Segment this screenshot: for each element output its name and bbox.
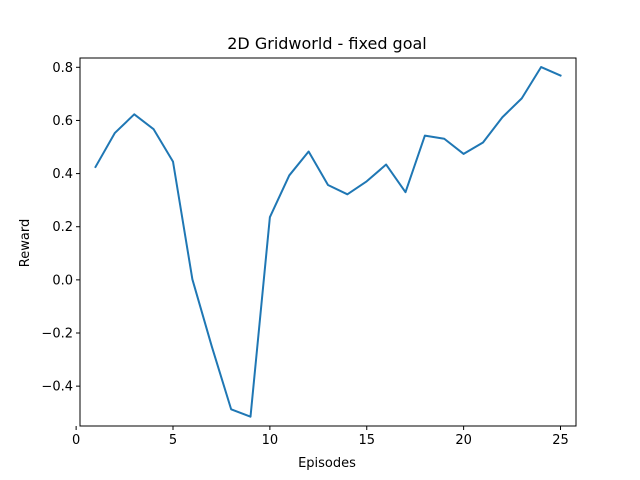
x-axis-label: Episodes	[298, 456, 356, 471]
y-tick-label: 0.0	[52, 273, 73, 288]
data-point	[405, 191, 407, 193]
y-tick-label: 0.8	[52, 61, 73, 76]
y-axis-label: Reward	[18, 219, 33, 267]
data-point	[172, 161, 174, 163]
data-point	[153, 128, 155, 130]
data-point	[560, 75, 562, 77]
data-point	[521, 97, 523, 99]
series-layer	[94, 66, 562, 418]
axes-frame	[79, 57, 577, 427]
data-point	[95, 166, 97, 168]
x-tick-label: 20	[455, 433, 472, 448]
x-tick-label: 15	[358, 433, 375, 448]
y-tick-label: 0.6	[52, 114, 73, 129]
y-tick-label: 0.2	[52, 220, 73, 235]
x-tick-label: 25	[552, 433, 569, 448]
data-point	[424, 135, 426, 137]
data-point	[540, 66, 542, 68]
data-point	[191, 278, 193, 280]
chart-title: 2D Gridworld - fixed goal	[227, 34, 427, 53]
data-point	[327, 184, 329, 186]
data-point	[114, 132, 116, 134]
data-point	[250, 416, 252, 418]
data-point	[501, 116, 503, 118]
y-tick-label: 0.4	[52, 167, 73, 182]
y-tick-label: −0.4	[41, 380, 73, 395]
data-point	[269, 216, 271, 218]
data-point	[308, 151, 310, 153]
x-tick-label: 10	[262, 433, 279, 448]
data-point	[463, 153, 465, 155]
series-line-0	[94, 66, 562, 418]
axes-layer: 0 5 10 15 20 25 −0.4 −0.2 0.0 0.2 0.4 0.6 0.8	[41, 57, 577, 448]
data-point	[211, 345, 213, 347]
x-tick-label: 0	[72, 433, 80, 448]
data-point	[385, 164, 387, 166]
x-tick-label: 5	[169, 433, 177, 448]
data-point	[230, 408, 232, 410]
data-point	[133, 113, 135, 115]
y-tick-label: −0.2	[41, 327, 73, 342]
data-point	[288, 174, 290, 176]
data-point	[346, 193, 348, 195]
data-point	[443, 138, 445, 140]
data-point	[366, 180, 368, 182]
data-point	[482, 141, 484, 143]
